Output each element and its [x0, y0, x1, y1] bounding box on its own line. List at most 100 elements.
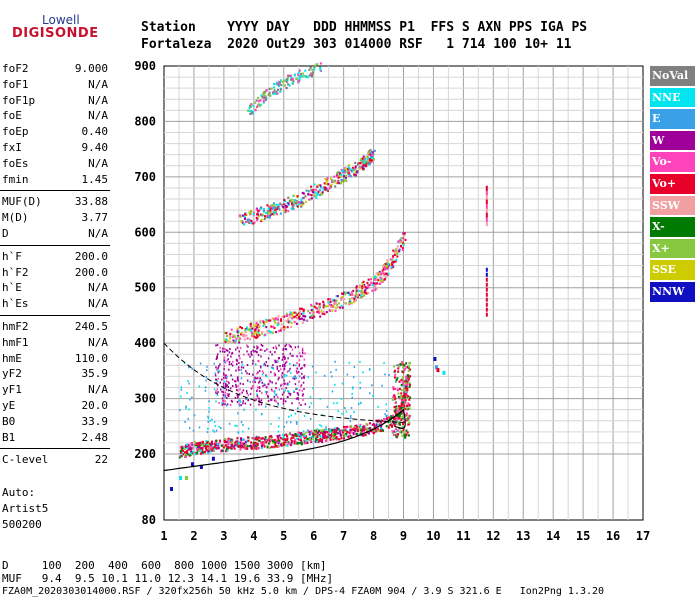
echo-point: [248, 372, 251, 375]
echo-point: [218, 401, 220, 404]
echo-point: [293, 311, 296, 314]
echo-point: [354, 166, 357, 169]
echo-point: [243, 215, 246, 218]
echo-point: [393, 376, 396, 379]
echo-point: [208, 442, 211, 445]
echo-point: [343, 169, 346, 173]
echo-point: [395, 252, 398, 255]
echo-point: [205, 448, 208, 451]
echo-point: [397, 414, 400, 418]
echo-point: [261, 391, 263, 394]
echo-point: [257, 360, 260, 363]
echo-point: [250, 352, 252, 355]
echo-point: [405, 389, 408, 392]
echo-point: [355, 291, 358, 295]
echo-point: [287, 441, 290, 444]
param-value: 33.88: [74, 195, 108, 209]
echo-point: [324, 439, 327, 443]
echo-point: [202, 446, 205, 449]
echo-point: [330, 435, 333, 438]
echo-point: [320, 429, 323, 432]
auto-label: Auto:: [2, 486, 36, 499]
param-row: yF2 35.9: [0, 367, 112, 383]
echo-point: [331, 390, 334, 393]
echo-point: [227, 437, 230, 440]
echo-point: [277, 430, 280, 433]
echo-point: [398, 387, 401, 391]
echo-point: [348, 293, 351, 296]
echo-point: [324, 434, 327, 438]
echo-point: [390, 266, 393, 269]
echo-point: [268, 442, 271, 445]
echo-point: [272, 441, 275, 444]
echo-point: [401, 370, 404, 373]
echo-point: [279, 368, 282, 371]
echo-point: [285, 421, 288, 424]
echo-point: [215, 368, 218, 371]
echo-point: [228, 382, 230, 385]
echo-point: [236, 330, 239, 333]
echo-point: [222, 382, 225, 385]
echo-point: [276, 435, 279, 438]
echo-point: [200, 449, 203, 452]
echo-point: [314, 64, 317, 67]
echo-point: [306, 438, 309, 441]
echo-point: [277, 438, 280, 441]
echo-point: [337, 181, 340, 185]
echo-point: [210, 443, 213, 446]
echo-point: [371, 423, 374, 426]
echo-point: [254, 446, 257, 449]
echo-point: [332, 179, 335, 182]
echo-point: [280, 323, 283, 326]
echo-point: [286, 74, 289, 77]
echo-point: [264, 440, 267, 444]
echo-point: [403, 385, 406, 388]
echo-point: [362, 371, 364, 374]
echo-point: [485, 221, 488, 227]
echo-point: [269, 208, 272, 212]
echo-point: [283, 438, 286, 441]
echo-point: [216, 442, 219, 446]
echo-point: [408, 382, 411, 385]
echo-point: [349, 431, 352, 434]
echo-point: [391, 424, 394, 427]
echo-point: [192, 429, 195, 432]
echo-point: [242, 400, 245, 403]
echo-point: [236, 440, 239, 443]
echo-point: [316, 310, 319, 314]
echo-point: [242, 424, 244, 427]
echo-point: [299, 435, 302, 438]
echo-point: [248, 212, 251, 215]
echo-point: [298, 202, 301, 205]
echo-point: [186, 451, 189, 455]
echo-point: [243, 223, 246, 226]
echo-point: [365, 292, 368, 295]
echo-point: [299, 375, 301, 378]
echo-point: [300, 73, 303, 76]
echo-point: [363, 291, 366, 294]
echo-point: [364, 427, 367, 430]
echo-point: [250, 335, 253, 338]
echo-point: [222, 385, 225, 388]
echo-point: [199, 448, 202, 451]
echo-point: [207, 451, 210, 454]
echo-point: [213, 447, 216, 450]
echo-point: [329, 434, 332, 438]
echo-point: [394, 387, 397, 391]
echo-point: [213, 362, 216, 365]
echo-point: [190, 450, 193, 453]
echo-point: [317, 190, 320, 193]
echo-point: [390, 415, 393, 418]
echo-point: [239, 399, 241, 402]
echo-point: [402, 371, 405, 374]
param-value: N/A: [88, 93, 108, 107]
echo-point: [325, 182, 328, 185]
param-row: h`E N/A: [0, 281, 112, 297]
echo-point: [368, 283, 371, 287]
echo-point: [385, 275, 388, 278]
echo-point: [383, 361, 385, 364]
echo-point: [257, 354, 260, 357]
param-value: N/A: [88, 156, 108, 170]
param-row: foE N/A: [0, 109, 112, 125]
echo-point: [334, 429, 337, 432]
